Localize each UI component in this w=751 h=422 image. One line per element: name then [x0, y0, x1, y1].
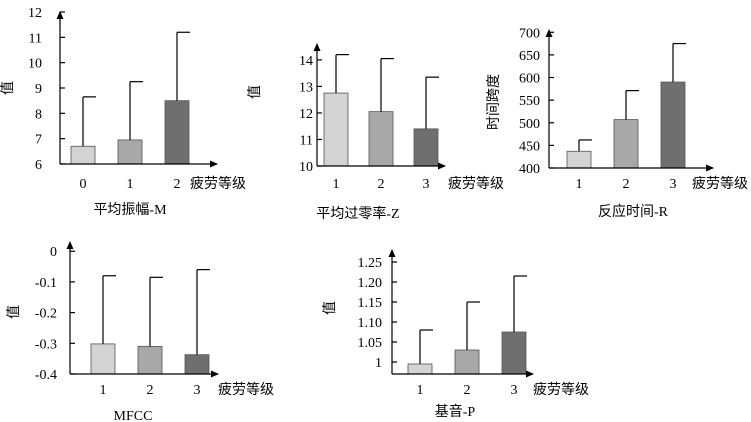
x-axis-arrow — [706, 164, 714, 172]
x-tick-label: 3 — [194, 383, 201, 398]
y-tick-label: 1.15 — [358, 296, 383, 311]
y-tick-label: 650 — [519, 49, 540, 64]
bar — [90, 343, 116, 375]
y-tick-label: 600 — [519, 72, 540, 87]
y-tick-label: 450 — [519, 139, 540, 154]
y-tick-label: 13 — [299, 80, 313, 95]
x-tick-label: 1 — [333, 177, 340, 192]
x-tick-label: 3 — [670, 177, 677, 192]
chart-5: 1 1.05 1.10 1.15 1.20 1.25 1 2 3 疲劳等级 值基音-P — [322, 249, 589, 420]
y-tick-label: 8 — [35, 107, 42, 122]
y-axis-label: 值 — [6, 305, 22, 319]
x-tick-label: 2 — [464, 383, 471, 398]
y-axis-arrow — [545, 29, 553, 37]
chart-caption: MFCC — [114, 409, 153, 422]
bar — [407, 363, 433, 375]
chart-caption: 反应时间-R — [598, 203, 669, 220]
x-tick-label: 0 — [80, 177, 87, 192]
y-axis-label: 时间跨度 — [486, 74, 502, 130]
y-tick-label: 550 — [519, 94, 540, 109]
bar — [137, 345, 163, 375]
x-tick-label: 2 — [623, 177, 630, 192]
y-tick-label: 700 — [519, 26, 540, 41]
x-tick-label: 3 — [511, 383, 518, 398]
x-tick-label: 2 — [147, 383, 154, 398]
chart-caption: 平均过零率-Z — [316, 205, 399, 222]
y-tick-label: 1.25 — [358, 256, 383, 271]
y-axis-arrow — [56, 11, 64, 19]
bar — [501, 331, 527, 375]
y-tick-label: -0.1 — [35, 276, 57, 291]
y-tick-label: 11 — [29, 31, 42, 46]
bar — [454, 349, 480, 375]
y-tick-label: 6 — [35, 158, 42, 173]
y-tick-label: -0.3 — [35, 337, 57, 352]
bar — [70, 145, 96, 165]
bar — [660, 81, 686, 169]
y-axis-arrow — [66, 241, 74, 249]
x-tick-label: 1 — [576, 177, 583, 192]
bar — [184, 354, 210, 375]
x-axis-label: 疲劳等级 — [190, 175, 246, 192]
y-tick-label: 500 — [519, 117, 540, 132]
bar — [323, 92, 349, 167]
bar — [566, 150, 592, 169]
y-tick-label: -0.2 — [35, 307, 57, 322]
y-axis-label: 值 — [0, 81, 16, 95]
y-axis-label: 值 — [322, 301, 338, 315]
chart-caption: 平均振幅-M — [93, 202, 167, 218]
x-axis-label: 疲劳等级 — [218, 381, 274, 398]
y-tick-label: 400 — [519, 162, 540, 177]
x-axis-label: 疲劳等级 — [533, 381, 589, 398]
chart-caption: 基音-P — [435, 403, 476, 420]
y-axis-arrow — [313, 43, 321, 51]
bar — [413, 128, 439, 167]
x-axis-arrow — [438, 162, 446, 170]
bar — [117, 139, 143, 165]
y-tick-label: -0.4 — [35, 368, 57, 383]
y-tick-label: 7 — [35, 133, 42, 148]
x-axis-label: 疲劳等级 — [448, 175, 504, 192]
x-tick-label: 3 — [423, 177, 430, 192]
x-axis-arrow — [210, 160, 218, 168]
x-tick-label: 1 — [100, 383, 107, 398]
bar — [613, 119, 639, 169]
y-tick-label: 10 — [299, 160, 313, 175]
x-tick-label: 2 — [378, 177, 385, 192]
x-tick-label: 1 — [417, 383, 424, 398]
chart-4: -0.4 -0.3 -0.2 -0.1 0 1 2 3 疲劳等级 值 MFCC — [6, 241, 274, 422]
y-tick-label: 1.10 — [358, 316, 383, 331]
y-tick-label: 11 — [300, 133, 313, 148]
y-axis-label: 值 — [247, 85, 263, 99]
x-tick-label: 1 — [127, 177, 134, 192]
x-tick-label: 2 — [174, 177, 181, 192]
y-tick-label: 0 — [50, 245, 57, 260]
bar — [368, 111, 394, 167]
x-axis-label: 疲劳等级 — [692, 175, 748, 192]
y-axis-arrow — [388, 249, 396, 257]
y-tick-label: 1.05 — [358, 336, 383, 351]
bar — [164, 100, 190, 165]
y-tick-label: 12 — [299, 107, 313, 122]
y-tick-label: 1 — [375, 356, 382, 371]
y-tick-label: 9 — [35, 82, 42, 97]
x-axis-arrow — [211, 370, 219, 378]
y-tick-label: 1.20 — [358, 276, 383, 291]
y-tick-label: 10 — [28, 57, 42, 72]
y-tick-label: 12 — [28, 6, 42, 21]
x-axis-arrow — [526, 370, 534, 378]
y-tick-label: 14 — [299, 54, 313, 69]
